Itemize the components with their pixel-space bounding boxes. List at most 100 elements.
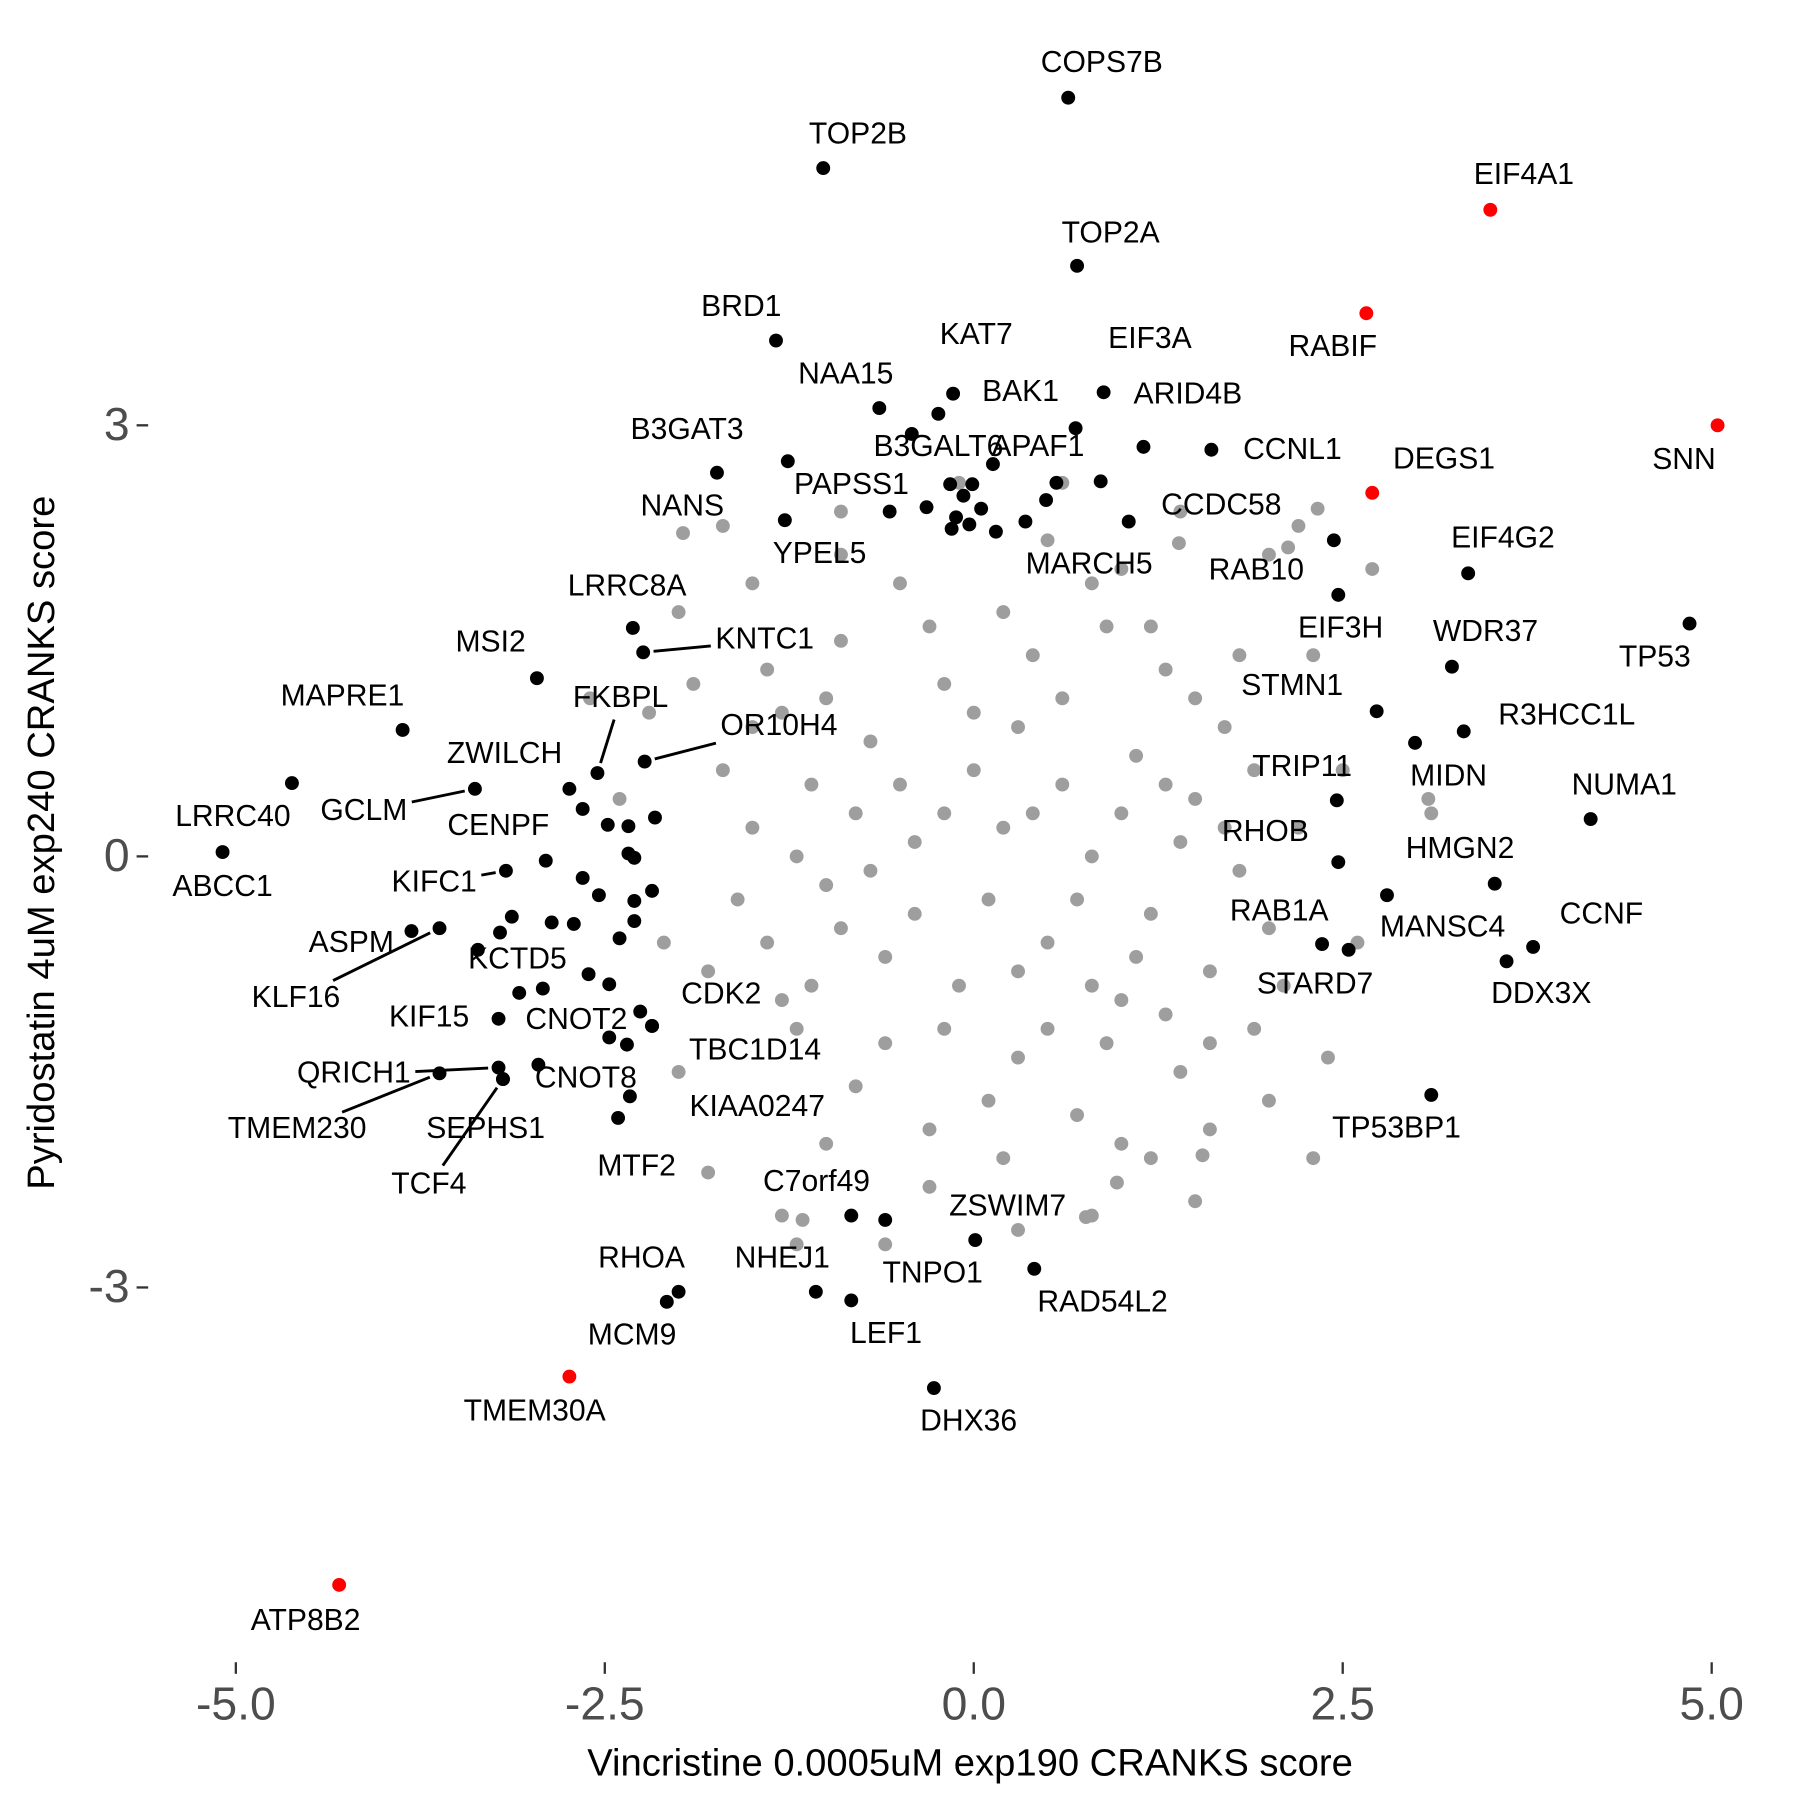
point — [974, 501, 989, 516]
point — [1018, 514, 1033, 529]
point — [611, 1110, 626, 1125]
point-label: TOP2B — [809, 118, 907, 151]
point — [1487, 876, 1502, 891]
point-label: RAB10 — [1209, 553, 1304, 586]
point-label: HMGN2 — [1406, 832, 1515, 865]
point — [1109, 1175, 1124, 1190]
y-tick-label: 3 — [104, 398, 130, 450]
point — [789, 1237, 804, 1252]
point — [863, 734, 878, 749]
point-label: KAT7 — [940, 318, 1013, 351]
point — [922, 1122, 937, 1137]
point-label: CCDC58 — [1161, 488, 1281, 521]
point — [659, 1294, 674, 1309]
point — [1143, 619, 1158, 634]
point-label: LEF1 — [850, 1317, 922, 1350]
point — [1027, 1261, 1042, 1276]
point-label: LRRC8A — [568, 569, 687, 602]
point — [956, 488, 971, 503]
point — [946, 386, 961, 401]
point-label: OR10H4 — [720, 709, 837, 742]
point — [1173, 1064, 1188, 1079]
point — [848, 806, 863, 821]
point — [966, 763, 981, 778]
point — [1114, 1136, 1129, 1151]
point-label: TRIP11 — [1252, 750, 1352, 783]
point — [531, 1057, 546, 1072]
point — [1040, 935, 1055, 950]
point — [988, 524, 1003, 539]
points — [215, 90, 1725, 1592]
point — [1424, 806, 1439, 821]
point — [730, 892, 745, 907]
point — [1129, 950, 1144, 964]
point — [395, 722, 410, 737]
point — [686, 677, 701, 691]
point — [922, 619, 937, 634]
point — [962, 517, 977, 532]
point — [1202, 964, 1217, 979]
point — [1202, 1036, 1217, 1051]
point-label: EIF4G2 — [1451, 522, 1555, 555]
point — [332, 1577, 347, 1592]
point — [1710, 418, 1725, 433]
point — [1114, 806, 1129, 821]
point — [625, 620, 640, 635]
point — [1040, 533, 1055, 548]
point — [432, 921, 447, 936]
point — [575, 870, 590, 885]
point-label: MTF2 — [597, 1150, 676, 1183]
leader-line — [653, 644, 711, 653]
point — [1276, 978, 1291, 993]
point-label: PAPSS1 — [794, 468, 909, 501]
point — [872, 401, 887, 416]
point — [642, 705, 657, 720]
point-label: NAA15 — [798, 358, 893, 391]
point — [893, 777, 907, 792]
point-label: TBC1D14 — [689, 1033, 821, 1066]
point-label: MCM9 — [588, 1319, 677, 1352]
point — [1084, 576, 1099, 591]
point-label: TMEM30A — [464, 1394, 606, 1427]
point-label: DHX36 — [920, 1405, 1017, 1438]
point — [715, 518, 730, 533]
point-label: ASPM — [309, 926, 394, 959]
point — [1331, 587, 1346, 602]
point — [1247, 763, 1262, 778]
point — [1061, 90, 1076, 105]
point — [1421, 791, 1436, 806]
point — [1011, 1050, 1025, 1065]
point — [777, 513, 792, 528]
point-label: MSI2 — [456, 625, 526, 658]
point-label: RABIF — [1288, 330, 1377, 363]
point-label: KIAA0247 — [689, 1090, 824, 1123]
point-label: TMEM230 — [228, 1112, 367, 1145]
point — [1232, 648, 1247, 663]
point-label: MARCH5 — [1026, 548, 1153, 581]
x-tick-label: -5.0 — [196, 1678, 276, 1730]
point — [1217, 820, 1232, 835]
leader-line — [481, 871, 496, 877]
point — [1329, 793, 1344, 808]
point-label: FKBPL — [573, 681, 668, 714]
point — [1380, 888, 1394, 903]
point — [919, 500, 934, 515]
point-label: DDX3X — [1491, 977, 1591, 1010]
point — [612, 931, 627, 946]
point — [1461, 566, 1476, 581]
point-label: CCNL1 — [1243, 433, 1342, 466]
point — [491, 1011, 506, 1026]
point — [1232, 863, 1247, 878]
point-label: CDK2 — [681, 977, 761, 1010]
point-label: B3GALT6 — [873, 430, 1003, 463]
x-axis-title: Vincristine 0.0005uM exp190 CRANKS score — [587, 1741, 1353, 1784]
point-label: ZSWIM7 — [949, 1190, 1066, 1223]
point-label: QRICH1 — [297, 1057, 411, 1090]
point-label: SNN — [1652, 443, 1716, 476]
point — [1456, 724, 1471, 739]
point — [996, 605, 1011, 620]
point — [1040, 1021, 1055, 1036]
point — [491, 1060, 506, 1075]
point-labels: COPS7B TOP2B TOP2A BRD1 KAT7 NAA15 BAK1 EIF3A AR… — [172, 46, 1715, 1637]
point — [882, 504, 897, 519]
